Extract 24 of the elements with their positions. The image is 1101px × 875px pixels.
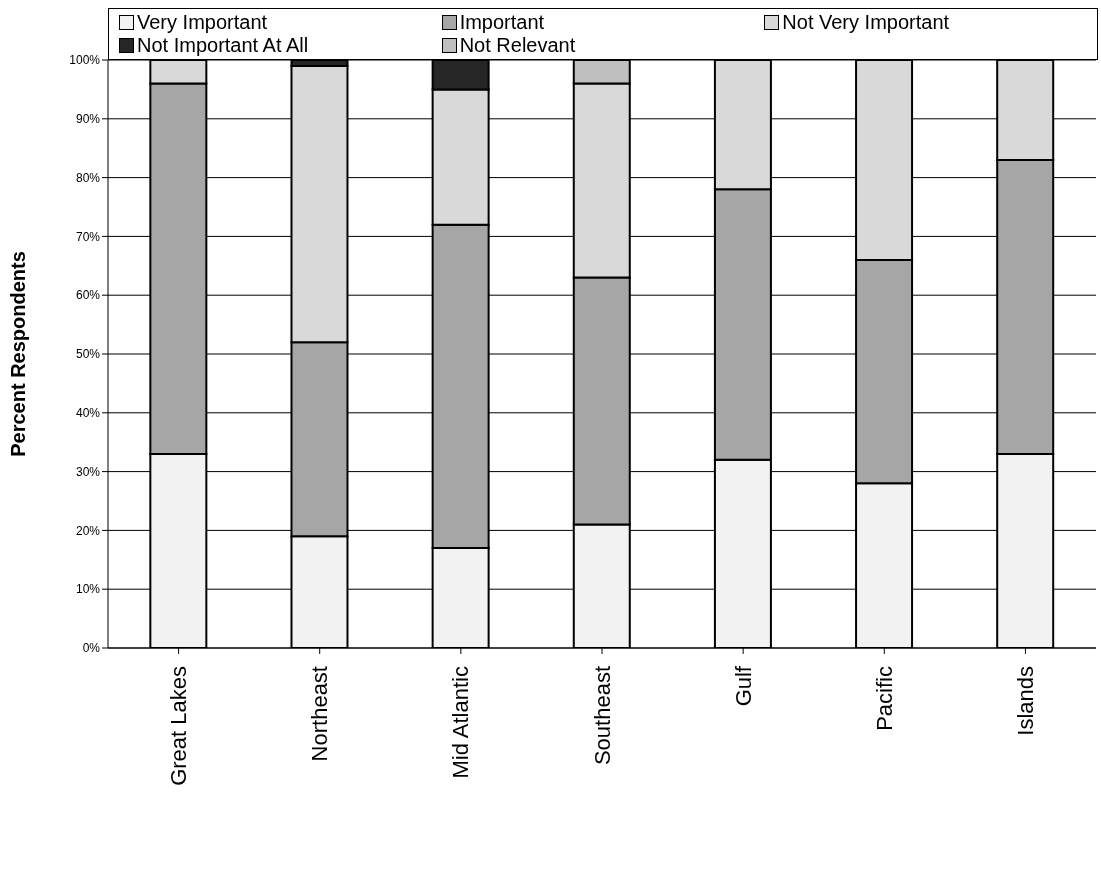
legend-label: Important — [459, 11, 545, 34]
legend-label: Not Important At All — [137, 34, 309, 57]
y-tick-label: 30% — [75, 464, 101, 479]
x-tick-label: Mid Atlantic — [448, 666, 474, 779]
y-tick-label: 80% — [75, 170, 101, 185]
legend-label: Not Relevant — [459, 34, 576, 57]
y-tick-label: 90% — [75, 112, 101, 127]
x-tick-label: Southeast — [589, 666, 615, 766]
y-tick-label: 60% — [75, 288, 101, 303]
legend-label: Not Very Important — [782, 11, 950, 34]
x-tick-label: Gulf — [730, 665, 756, 707]
y-tick-label: 70% — [75, 229, 101, 244]
y-tick-label: 100% — [69, 53, 101, 68]
y-tick-label: 10% — [75, 582, 101, 597]
x-tick-label: Northeast — [307, 666, 333, 762]
x-tick-label: Pacific — [871, 666, 897, 731]
y-tick-label: 50% — [75, 347, 101, 362]
legend-label: Very Important — [137, 11, 268, 34]
x-tick-label: Islands — [1012, 666, 1038, 736]
y-tick-label: 40% — [75, 406, 101, 421]
x-tick-label: Great Lakes — [166, 666, 192, 786]
y-tick-label: 0% — [82, 641, 101, 656]
y-axis-title: Percent Respondents — [7, 251, 30, 457]
y-tick-label: 20% — [75, 523, 101, 538]
